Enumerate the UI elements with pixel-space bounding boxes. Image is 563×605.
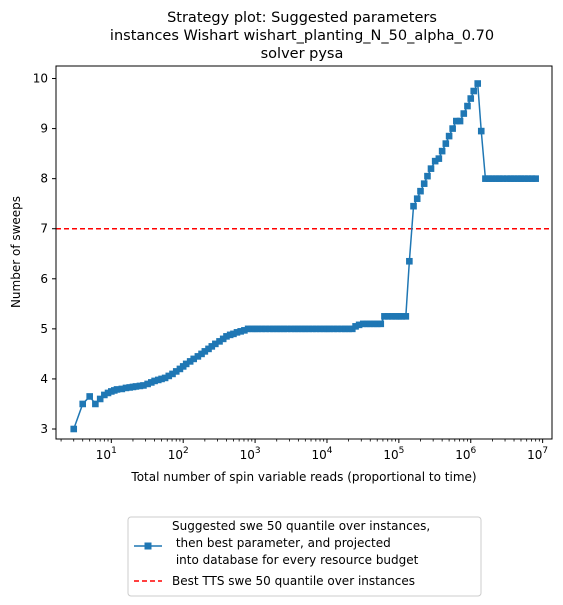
x-tick-label: 103	[240, 446, 261, 462]
data-point-marker	[478, 128, 485, 135]
data-point-marker	[443, 140, 450, 147]
data-point-marker	[460, 110, 467, 117]
y-tick-label: 10	[33, 72, 48, 86]
data-point-marker	[86, 393, 93, 400]
data-point-marker	[457, 118, 464, 125]
y-tick-label: 4	[40, 372, 48, 386]
x-tick-label: 104	[311, 446, 332, 462]
data-point-marker	[436, 155, 443, 162]
legend-reference-label: Best TTS swe 50 quantile over instances	[172, 574, 415, 588]
y-tick-label: 8	[40, 172, 48, 186]
data-point-marker	[414, 195, 421, 202]
data-point-marker	[439, 148, 446, 155]
data-point-marker	[449, 125, 456, 132]
legend-series-marker	[145, 543, 152, 550]
x-axis-label: Total number of spin variable reads (pro…	[130, 470, 476, 484]
y-tick-label: 6	[40, 272, 48, 286]
data-point-marker	[403, 313, 410, 320]
suggested-parameter-line	[74, 84, 536, 429]
x-tick-label: 102	[168, 446, 189, 462]
data-point-marker	[406, 258, 413, 265]
y-axis-label: Number of sweeps	[9, 196, 23, 308]
y-tick-label: 3	[40, 422, 48, 436]
title-line-3: solver pysa	[261, 46, 344, 62]
x-tick-label: 105	[383, 446, 404, 462]
data-point-marker	[70, 426, 77, 433]
series-layer	[56, 80, 552, 432]
data-point-marker	[410, 203, 417, 210]
y-tick-label: 5	[40, 322, 48, 336]
legend: Suggested swe 50 quantile over instances…	[128, 517, 481, 596]
data-point-marker	[377, 321, 384, 328]
plot-area-frame	[56, 66, 552, 439]
data-point-marker	[470, 88, 477, 95]
data-point-marker	[464, 103, 471, 110]
data-point-marker	[532, 175, 539, 182]
data-point-marker	[417, 188, 424, 195]
x-tick-label: 107	[527, 446, 548, 462]
data-point-marker	[467, 95, 474, 102]
chart-title: Strategy plot: Suggested parameters inst…	[110, 10, 494, 62]
data-point-marker	[446, 133, 453, 140]
title-line-2: instances Wishart wishart_planting_N_50_…	[110, 28, 494, 44]
y-tick-label: 7	[40, 222, 48, 236]
x-tick-label: 106	[455, 446, 476, 462]
data-point-marker	[474, 80, 481, 87]
title-line-1: Strategy plot: Suggested parameters	[167, 10, 437, 26]
y-tick-label: 9	[40, 122, 48, 136]
x-axis: 101 102 103 104 105 106 107	[61, 439, 548, 462]
x-tick-label: 101	[96, 446, 117, 462]
y-axis: 3 4 5 6 7 8 9 10	[33, 72, 56, 436]
data-point-marker	[428, 165, 435, 172]
data-point-marker	[79, 401, 86, 408]
data-point-marker	[424, 173, 431, 180]
data-point-marker	[421, 180, 428, 187]
